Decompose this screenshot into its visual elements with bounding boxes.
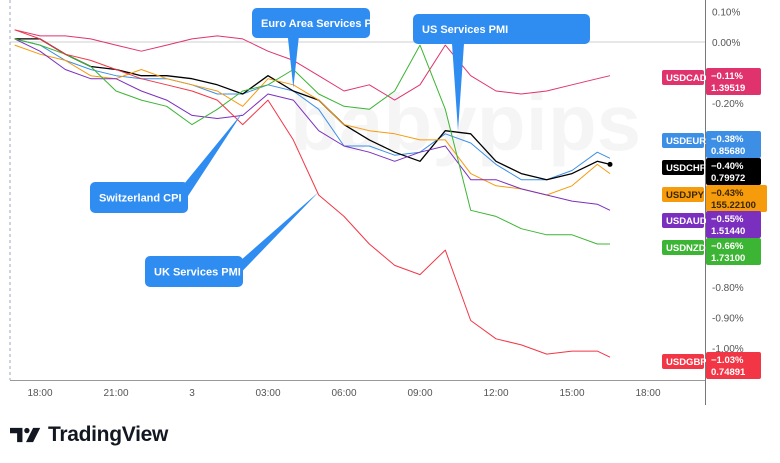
series-name-label: USDEUR	[666, 136, 706, 147]
x-tick-label: 03:00	[255, 388, 280, 399]
series-line-usdgbp	[14, 29, 611, 358]
annotation-text: Euro Area Services PMI	[261, 18, 384, 30]
series-line-usdcad	[14, 29, 611, 101]
series-name-label: USDAUD	[666, 216, 707, 227]
y-tick-label: -0.80%	[712, 283, 744, 294]
brand-name: TradingView	[48, 423, 169, 446]
series-name-label: USDNZD	[666, 243, 706, 254]
series-change-pct: −0.11%	[711, 71, 744, 82]
series-name-label: USDCAD	[666, 73, 707, 84]
series-change-pct: −0.66%	[711, 241, 744, 252]
series-last-price: 0.74891	[711, 367, 746, 378]
x-tick-label: 06:00	[331, 388, 356, 399]
chart: babypips 0.10% 0.00% -0.20% -0.80% -0.90% -1.…	[9, 0, 767, 405]
price-tag-usdcad: USDCAD −0.11%1.39519	[662, 68, 761, 95]
y-tick-label: 0.00%	[712, 38, 740, 49]
series-name-label: USDCHF	[666, 163, 706, 174]
x-tick-label: 09:00	[407, 388, 432, 399]
last-point-dot	[607, 161, 613, 167]
annotation-text: US Services PMI	[422, 24, 508, 36]
series-change-pct: −1.03%	[711, 355, 744, 366]
series-last-price: 0.85680	[711, 146, 745, 157]
series-name-label: USDGBP	[666, 357, 707, 368]
series-line-usdeur	[14, 38, 611, 181]
series-line-usdaud	[14, 38, 611, 211]
y-tick-label: 0.10%	[712, 7, 740, 18]
series-change-pct: −0.43%	[711, 188, 744, 199]
annotation-callout: Switzerland CPI	[90, 112, 243, 213]
x-tick-label: 15:00	[559, 388, 584, 399]
annotation-callout: UK Services PMI	[145, 191, 319, 287]
x-tick-label: 21:00	[103, 388, 128, 399]
annotation-text: UK Services PMI	[154, 267, 241, 279]
x-tick-label: 12:00	[483, 388, 508, 399]
annotation-callout: US Services PMI	[413, 14, 590, 131]
annotation-text: Switzerland CPI	[99, 193, 182, 205]
series-change-pct: −0.55%	[711, 214, 744, 225]
y-tick-label: -0.20%	[712, 99, 744, 110]
tradingview-logo: TradingView	[10, 423, 168, 447]
price-tag-usdjpy: USDJPY −0.43%155.22100	[662, 185, 767, 212]
series-last-price: 1.39519	[711, 83, 745, 94]
price-tag-usdgbp: USDGBP −1.03%0.74891	[662, 352, 761, 379]
tradingview-logo-icon	[10, 427, 41, 443]
series-last-price: 1.73100	[711, 253, 745, 264]
x-tick-label: 18:00	[635, 388, 660, 399]
y-tick-label: -1.00%	[712, 344, 744, 355]
annotation-callout: Euro Area Services PMI	[252, 8, 384, 88]
x-tick-label: 18:00	[27, 388, 52, 399]
series-last-price: 0.79972	[711, 173, 745, 184]
price-tag-usdeur: USDEUR −0.38%0.85680	[662, 131, 761, 158]
series-last-price: 155.22100	[711, 200, 756, 211]
series-change-pct: −0.40%	[711, 161, 744, 172]
series-last-price: 1.51440	[711, 226, 745, 237]
y-tick-label: -0.90%	[712, 313, 744, 324]
x-tick-label: 3	[189, 388, 195, 399]
price-tag-usdaud: USDAUD −0.55%1.51440	[662, 211, 761, 238]
series-line-usdnzd	[14, 38, 610, 245]
series-change-pct: −0.38%	[711, 134, 744, 145]
babypips-watermark: babypips	[290, 78, 641, 167]
series-name-label: USDJPY	[666, 190, 705, 201]
price-tag-usdnzd: USDNZD −0.66%1.73100	[662, 238, 761, 265]
price-tag-usdchf: USDCHF −0.40%0.79972	[662, 158, 761, 185]
